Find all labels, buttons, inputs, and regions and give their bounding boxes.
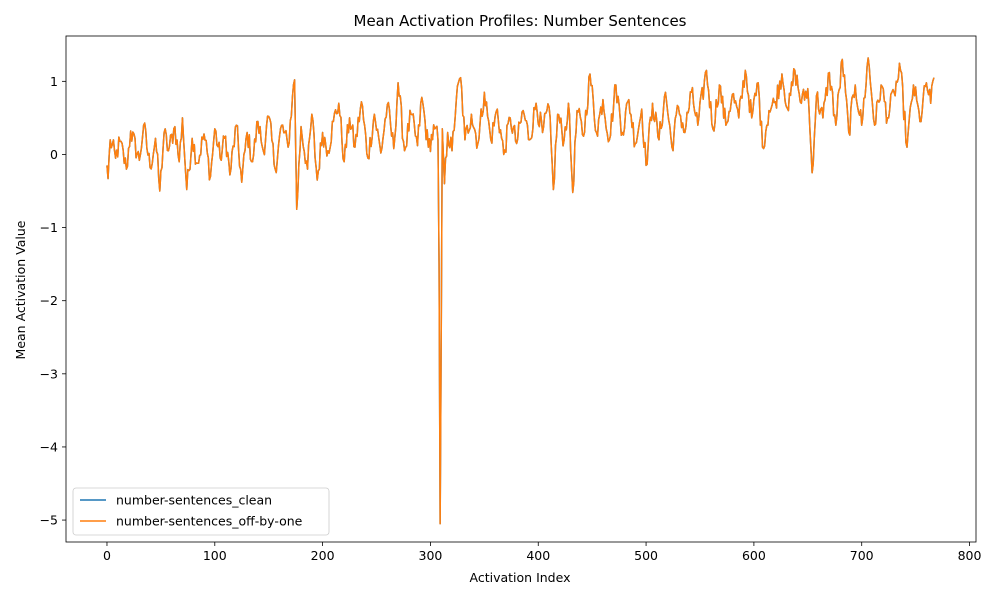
x-tick-label: 400 — [526, 548, 550, 563]
x-tick-label: 500 — [634, 548, 658, 563]
y-tick-label: −1 — [40, 220, 58, 235]
x-tick-label: 0 — [103, 548, 111, 563]
y-tick-label: 0 — [50, 147, 58, 162]
legend-entry-1: number-sentences_off-by-one — [116, 514, 303, 529]
legend-entry-0: number-sentences_clean — [116, 493, 272, 508]
x-tick-label: 100 — [203, 548, 227, 563]
series-line-1 — [106, 57, 935, 525]
axes-frame — [65, 35, 977, 543]
y-tick-label: −5 — [40, 513, 58, 528]
y-axis-label: Mean Activation Value — [13, 220, 28, 359]
y-tick-label: −3 — [40, 366, 58, 381]
x-tick-label: 600 — [742, 548, 766, 563]
plot-area: 0 100 200 300 400 500 600 700 800 −5 −4 −3 −2 −1 0 1 num… — [40, 35, 982, 563]
x-tick-label: 800 — [958, 548, 982, 563]
x-tick-label: 700 — [850, 548, 874, 563]
x-axis-label: Activation Index — [470, 570, 571, 585]
legend-box — [72, 487, 330, 536]
y-tick-label: 1 — [50, 74, 58, 89]
chart-title: Mean Activation Profiles: Number Sentenc… — [354, 12, 687, 30]
x-tick-label: 200 — [311, 548, 335, 563]
y-tick-label: −2 — [40, 293, 58, 308]
y-tick-label: −4 — [40, 439, 58, 454]
x-tick-label: 300 — [419, 548, 443, 563]
